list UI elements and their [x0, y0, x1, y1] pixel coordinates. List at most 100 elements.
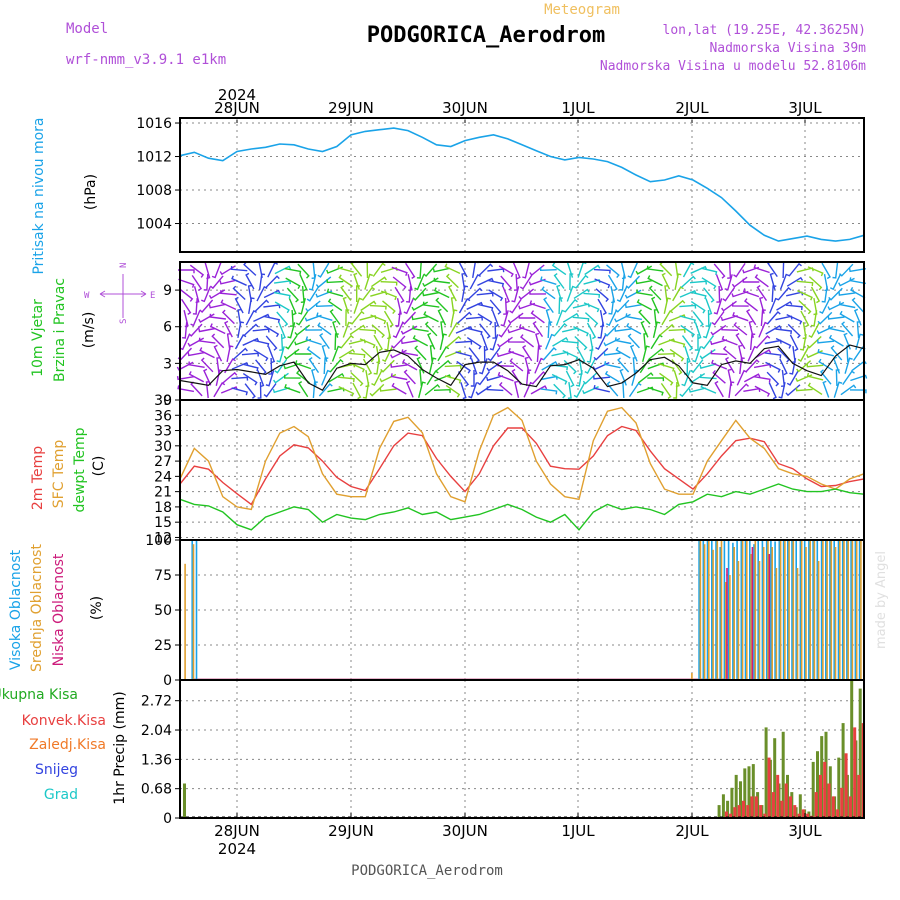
- precip-total-bar: [841, 723, 845, 818]
- wind-barb: [833, 381, 843, 398]
- wind-barb: [321, 369, 331, 386]
- wind-barb: [199, 299, 214, 313]
- wind-barb: [599, 309, 605, 328]
- y-tick-label: 75: [154, 568, 172, 584]
- wind-barb: [288, 298, 297, 316]
- wind-barb: [394, 286, 405, 304]
- precip-total-bar: [739, 781, 742, 818]
- wind-barb: [668, 328, 686, 333]
- wind-barb: [640, 320, 649, 338]
- wind-barb: [724, 274, 733, 291]
- wind-barb: [647, 275, 663, 287]
- cloud-low-bar: [768, 554, 771, 680]
- wind-barb: [340, 285, 352, 301]
- wind-barb: [331, 345, 342, 362]
- wind-barb: [319, 333, 330, 350]
- legend-konvek: Konvek.Kisa: [22, 713, 106, 729]
- wind-barb: [383, 310, 394, 328]
- cloud-high-bar: [799, 540, 802, 680]
- wind-barb: [785, 304, 803, 311]
- wind-barb: [328, 372, 345, 383]
- wind-barb: [326, 266, 344, 274]
- wind-panel-bg: [180, 262, 864, 400]
- precip-total-bar: [773, 738, 777, 818]
- cloud-low-bar: [726, 568, 728, 680]
- wind-barb: [312, 381, 318, 399]
- wind-barb: [364, 273, 374, 290]
- wind-barb: [372, 262, 386, 277]
- wind-barb: [176, 375, 195, 381]
- wind-barb: [294, 360, 312, 370]
- wind-barb: [337, 376, 355, 383]
- wind-barb: [208, 303, 226, 309]
- x-tick-label: 3JUL: [788, 99, 822, 117]
- wind-barb: [241, 352, 259, 357]
- wind-barb: [414, 345, 427, 361]
- wind-barb: [371, 324, 385, 339]
- precip-conv-bar: [759, 805, 763, 818]
- cloud-high-bar: [837, 540, 840, 680]
- precip-total-bar: [837, 757, 841, 818]
- y-tick-label: 1008: [136, 183, 172, 199]
- wind-unit: (m/s): [81, 312, 97, 349]
- panel-frame: [179, 117, 865, 253]
- cloud-high-bar: [723, 540, 726, 680]
- wind-barb: [569, 273, 574, 291]
- wind-barb: [263, 383, 277, 398]
- wind-barb: [658, 363, 675, 372]
- wind-barb: [818, 358, 834, 371]
- wind-barb: [547, 321, 553, 339]
- wind-barb: [448, 284, 457, 302]
- cloud-mid-bar: [805, 547, 807, 680]
- wind-barb: [786, 313, 803, 325]
- wind-barb: [765, 361, 781, 373]
- wind-barb: [636, 299, 653, 311]
- wind-barb: [593, 375, 611, 380]
- wind-barb: [211, 262, 222, 279]
- x-tick-label: 30JUN: [442, 99, 488, 117]
- wind-barb: [395, 309, 401, 327]
- cloud-mid-bar: [771, 547, 773, 680]
- precip-total-bar: [781, 731, 785, 819]
- wind-barb: [284, 384, 301, 394]
- wind-barb: [370, 314, 387, 325]
- precip-conv-bar: [729, 813, 733, 818]
- wind-barb: [779, 273, 790, 290]
- cloud-high-bar: [841, 540, 844, 680]
- wind-barb: [403, 298, 414, 315]
- x-tick-label: 1JUL: [561, 822, 595, 840]
- wind-barb: [509, 358, 524, 372]
- cloud-high-bar: [736, 540, 738, 680]
- cloud-high-bar: [820, 540, 823, 680]
- wind-barb: [674, 273, 682, 291]
- model-name: wrf-nmm_v3.9.1 e1km: [66, 52, 226, 68]
- wind-barb: [522, 262, 530, 279]
- wind-barb: [603, 361, 621, 369]
- wind-barb: [433, 388, 451, 393]
- wind-barb: [756, 285, 768, 301]
- wind-barb: [242, 363, 259, 372]
- wind-barb: [329, 358, 344, 373]
- wind-barb: [508, 348, 525, 358]
- wind-barb: [391, 382, 407, 395]
- wind-barb: [795, 387, 813, 392]
- wind-barb: [583, 279, 601, 285]
- cloud-high-bar: [803, 540, 806, 680]
- year-top: 2024: [218, 86, 256, 104]
- pressure-ylabel: Pritisak na nivou mora: [31, 117, 47, 274]
- wind-barb: [182, 321, 188, 339]
- y-tick-label: 25: [154, 638, 172, 654]
- wind-barb: [628, 382, 642, 397]
- precip-conv-bar: [793, 805, 797, 818]
- precip-conv-bar: [780, 800, 784, 819]
- wind-barb: [639, 358, 653, 374]
- wind-barb: [435, 297, 449, 313]
- sfc-temp-line: [179, 406, 865, 511]
- wind-barb: [855, 333, 864, 350]
- cloud-mid-bar: [724, 582, 727, 680]
- wind-barb: [573, 288, 590, 299]
- wind-barb: [232, 285, 246, 301]
- cloud-mid-bar: [691, 673, 693, 680]
- wind-barb: [306, 346, 321, 360]
- pressure-axis-title: Pritisak na nivou mora (hPa): [31, 117, 99, 274]
